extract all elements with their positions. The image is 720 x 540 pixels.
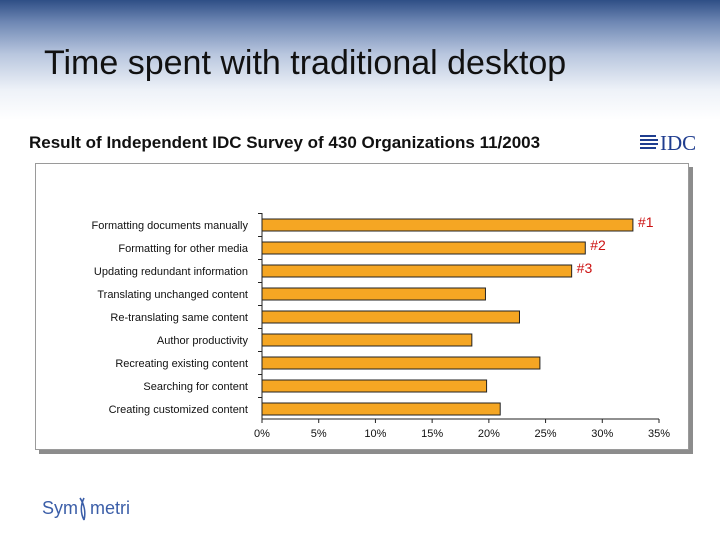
category-label: Searching for content (143, 381, 248, 393)
x-tick-label: 25% (535, 428, 557, 440)
category-label: Formatting for other media (118, 243, 248, 255)
category-label: Updating redundant information (94, 266, 248, 278)
x-tick-label: 20% (478, 428, 500, 440)
x-tick-label: 15% (421, 428, 443, 440)
rank-annotation: #1 (638, 214, 654, 230)
category-label: Translating unchanged content (97, 289, 248, 301)
rank-annotation: #2 (590, 237, 606, 253)
category-label: Creating customized content (109, 404, 248, 416)
brand-text-1: Sym (42, 498, 78, 518)
chart-subtitle: Result of Independent IDC Survey of 430 … (29, 133, 541, 152)
idc-logo-text: IDC (660, 132, 696, 154)
brand-swirl-icon (79, 497, 86, 521)
x-tick-label: 5% (311, 428, 327, 440)
chart-frame: Formatting documents manually #1 Formattin… (35, 163, 689, 450)
symmetri-logo: Sym metri (42, 497, 130, 521)
bar (261, 218, 634, 232)
title-band (0, 0, 720, 120)
x-tick-label: 10% (364, 428, 386, 440)
bar (261, 333, 473, 347)
category-label: Re-translating same content (110, 312, 248, 324)
slide-title: Time spent with traditional desktop (44, 44, 567, 82)
bar (261, 264, 573, 278)
rank-annotation: #3 (577, 260, 593, 276)
idc-globe-icon (640, 135, 658, 149)
x-tick-label: 35% (648, 428, 670, 440)
x-tick-label: 0% (254, 428, 270, 440)
category-label: Formatting documents manually (91, 220, 248, 232)
bar (261, 356, 541, 370)
x-tick-label: 30% (591, 428, 613, 440)
bar-chart: Formatting documents manually #1 Formattin… (91, 213, 670, 440)
idc-logo: IDC (640, 132, 696, 154)
category-label: Recreating existing content (115, 358, 248, 370)
bar (261, 310, 520, 324)
bar (261, 287, 486, 301)
bar (261, 379, 488, 393)
brand-text-2: metri (90, 498, 130, 518)
category-label: Author productivity (157, 335, 249, 347)
bar (261, 241, 586, 255)
bar (261, 402, 501, 416)
